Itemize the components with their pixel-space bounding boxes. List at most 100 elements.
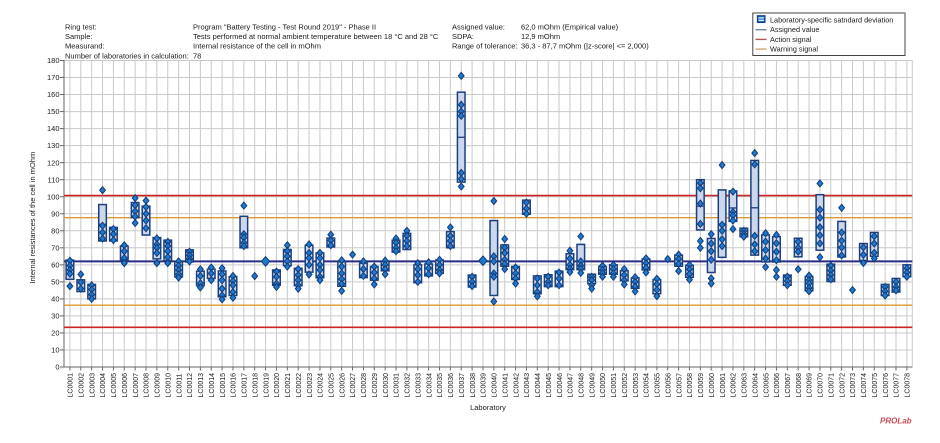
svg-text:LC0020: LC0020: [274, 373, 281, 398]
svg-text:LC0016: LC0016: [231, 373, 238, 398]
svg-text:20: 20: [51, 329, 59, 338]
svg-text:Assigned value: Assigned value: [770, 25, 820, 34]
svg-text:LC0044: LC0044: [535, 373, 542, 398]
svg-text:LC0005: LC0005: [111, 373, 118, 398]
svg-text:Tests performed at normal ambi: Tests performed at normal ambient temper…: [193, 32, 439, 41]
svg-text:70: 70: [51, 243, 59, 252]
svg-text:36,3 - 87,7 mOhm (|z-score| <=: 36,3 - 87,7 mOhm (|z-score| <= 2,000): [521, 42, 649, 51]
svg-text:LC0006: LC0006: [122, 373, 129, 398]
svg-text:Laboratory: Laboratory: [470, 403, 506, 412]
svg-text:110: 110: [48, 175, 60, 184]
svg-text:LC0001: LC0001: [68, 373, 75, 398]
svg-text:LC0019: LC0019: [263, 373, 270, 398]
svg-text:40: 40: [51, 294, 59, 303]
svg-text:LC0038: LC0038: [470, 373, 477, 398]
svg-text:LC0058: LC0058: [687, 373, 694, 398]
svg-text:Internal resistances of the ce: Internal resistances of the cell in mOhm: [28, 152, 37, 284]
svg-text:LC0010: LC0010: [165, 373, 172, 398]
svg-text:30: 30: [51, 312, 59, 321]
svg-text:80: 80: [51, 226, 59, 235]
svg-text:LC0030: LC0030: [383, 373, 390, 398]
svg-text:LC0040: LC0040: [492, 373, 499, 398]
svg-text:LC0029: LC0029: [372, 373, 379, 398]
svg-text:PROLab: PROLab: [880, 417, 912, 426]
svg-text:160: 160: [47, 90, 60, 99]
svg-text:Ring test:: Ring test:: [65, 23, 97, 32]
svg-text:180: 180: [47, 56, 60, 65]
svg-text:LC0054: LC0054: [644, 373, 651, 398]
svg-text:LC0021: LC0021: [285, 373, 292, 398]
svg-text:Range of tolerance:: Range of tolerance:: [452, 42, 517, 51]
svg-text:62,0 mOhm (Empirical value): 62,0 mOhm (Empirical value): [521, 23, 619, 32]
svg-text:LC0009: LC0009: [155, 373, 162, 398]
svg-text:LC0015: LC0015: [220, 373, 227, 398]
svg-text:Laboratory-specific satndard d: Laboratory-specific satndard deviation: [770, 15, 893, 24]
svg-text:LC0028: LC0028: [361, 373, 368, 398]
svg-text:LC0026: LC0026: [339, 373, 346, 398]
svg-text:0: 0: [55, 363, 59, 372]
svg-text:LC0043: LC0043: [524, 373, 531, 398]
svg-text:LC0022: LC0022: [296, 373, 303, 398]
svg-text:60: 60: [51, 260, 59, 269]
svg-text:LC0064: LC0064: [752, 373, 759, 398]
svg-text:LC0032: LC0032: [405, 373, 412, 398]
svg-text:LC0033: LC0033: [415, 373, 422, 398]
svg-text:LC0047: LC0047: [568, 373, 575, 398]
svg-text:140: 140: [47, 124, 60, 133]
svg-text:78: 78: [193, 51, 201, 60]
svg-text:LC0072: LC0072: [839, 373, 846, 398]
svg-text:Number of laboratories in calc: Number of laboratories in calculation:: [65, 51, 189, 60]
svg-text:170: 170: [47, 73, 60, 82]
svg-text:150: 150: [47, 107, 60, 116]
svg-text:LC0046: LC0046: [557, 373, 564, 398]
svg-text:Action signal: Action signal: [770, 35, 812, 44]
svg-text:LC0075: LC0075: [872, 373, 879, 398]
svg-text:100: 100: [47, 192, 60, 201]
svg-text:LC0003: LC0003: [89, 373, 96, 398]
svg-text:Assigned value:: Assigned value:: [452, 23, 505, 32]
svg-text:LC0049: LC0049: [589, 373, 596, 398]
svg-text:LC0035: LC0035: [437, 373, 444, 398]
svg-text:LC0061: LC0061: [720, 373, 727, 398]
svg-text:LC0036: LC0036: [448, 373, 455, 398]
svg-text:LC0068: LC0068: [796, 373, 803, 398]
svg-text:LC0060: LC0060: [709, 373, 716, 398]
svg-text:LC0071: LC0071: [828, 373, 835, 398]
svg-text:LC0062: LC0062: [731, 373, 738, 398]
svg-text:LC0076: LC0076: [883, 373, 890, 398]
svg-text:LC0065: LC0065: [763, 373, 770, 398]
svg-text:LC0041: LC0041: [502, 373, 509, 398]
svg-text:LC0023: LC0023: [307, 373, 314, 398]
svg-text:LC0014: LC0014: [209, 373, 216, 398]
svg-text:Internal resistance of the cel: Internal resistance of the cell in mOhm: [193, 42, 321, 51]
svg-text:LC0050: LC0050: [600, 373, 607, 398]
svg-text:LC0057: LC0057: [676, 373, 683, 398]
svg-text:LC0070: LC0070: [818, 373, 825, 398]
svg-text:LC0051: LC0051: [611, 373, 618, 398]
svg-text:LC0017: LC0017: [242, 373, 249, 398]
svg-text:LC0078: LC0078: [905, 373, 912, 398]
svg-text:LC0013: LC0013: [198, 373, 205, 398]
svg-text:LC0027: LC0027: [350, 373, 357, 398]
svg-text:LC0008: LC0008: [144, 373, 151, 398]
svg-text:LC0073: LC0073: [850, 373, 857, 398]
svg-text:LC0012: LC0012: [187, 373, 194, 398]
svg-text:LC0066: LC0066: [774, 373, 781, 398]
svg-text:SDPA:: SDPA:: [452, 32, 474, 41]
svg-text:130: 130: [47, 141, 60, 150]
svg-text:50: 50: [51, 277, 59, 286]
svg-text:LC0034: LC0034: [426, 373, 433, 398]
svg-text:Sample:: Sample:: [65, 32, 93, 41]
svg-text:Program "Battery Testing - Tes: Program "Battery Testing - Test Round 20…: [193, 23, 376, 32]
svg-text:LC0011: LC0011: [176, 373, 183, 397]
svg-text:LC0077: LC0077: [894, 373, 901, 398]
svg-text:Warning signal: Warning signal: [770, 45, 818, 54]
svg-text:90: 90: [51, 209, 59, 218]
svg-text:12,9 mOhm: 12,9 mOhm: [521, 32, 560, 41]
svg-text:LC0031: LC0031: [394, 373, 401, 398]
svg-text:LC0052: LC0052: [622, 373, 629, 398]
svg-text:120: 120: [47, 158, 60, 167]
svg-text:LC0024: LC0024: [318, 373, 325, 398]
svg-text:LC0048: LC0048: [578, 373, 585, 398]
svg-text:LC0004: LC0004: [100, 373, 107, 398]
